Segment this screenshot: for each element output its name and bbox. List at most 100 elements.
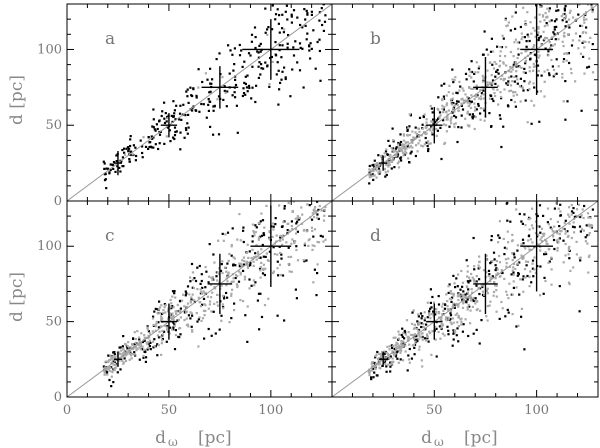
point-c-0 <box>116 371 119 374</box>
point-d-1 <box>572 221 575 224</box>
point-c-0 <box>199 292 202 295</box>
point-b-1 <box>545 37 549 40</box>
point-c-1 <box>279 234 282 237</box>
point-d-1 <box>466 306 469 309</box>
point-d-1 <box>540 227 544 230</box>
point-b-0 <box>384 150 388 153</box>
point-c-1 <box>321 191 323 193</box>
point-c-0 <box>242 269 245 272</box>
point-b-1 <box>470 87 473 90</box>
point-b-0 <box>538 120 541 123</box>
point-c-1 <box>201 317 205 320</box>
point-a-0 <box>187 113 190 116</box>
point-b-0 <box>524 71 527 74</box>
point-d-1 <box>413 324 416 327</box>
point-c-0 <box>276 260 279 263</box>
point-b-1 <box>520 66 523 69</box>
point-b-1 <box>546 15 549 18</box>
point-b-1 <box>483 119 486 122</box>
identity-line-d <box>332 201 598 397</box>
point-c-1 <box>279 239 282 242</box>
point-b-0 <box>456 92 459 95</box>
point-b-1 <box>562 1 564 3</box>
point-c-0 <box>312 235 315 238</box>
point-a-0 <box>187 101 190 104</box>
point-b-0 <box>391 147 395 150</box>
point-d-1 <box>420 336 423 339</box>
point-c-1 <box>309 197 311 199</box>
point-b-0 <box>442 95 445 98</box>
point-b-0 <box>517 53 520 56</box>
point-a-0 <box>112 167 115 170</box>
point-a-0 <box>115 160 118 163</box>
point-b-1 <box>587 41 591 44</box>
point-a-0 <box>320 7 323 10</box>
point-b-0 <box>398 143 401 146</box>
point-b-1 <box>445 124 448 127</box>
point-b-1 <box>583 21 586 24</box>
point-a-0 <box>212 109 215 112</box>
point-d-0 <box>573 179 575 181</box>
point-b-0 <box>529 52 532 55</box>
point-d-1 <box>540 236 543 239</box>
point-c-0 <box>237 280 241 283</box>
point-c-1 <box>253 284 256 287</box>
point-c-1 <box>236 284 239 287</box>
point-d-1 <box>479 309 482 312</box>
point-d-1 <box>472 278 476 281</box>
point-c-0 <box>262 233 266 237</box>
point-d-0 <box>507 311 510 314</box>
point-c-1 <box>311 248 314 251</box>
point-d-0 <box>489 262 492 265</box>
point-c-1 <box>142 354 145 358</box>
point-a-0 <box>121 156 124 159</box>
point-c-1 <box>302 259 305 262</box>
point-c-1 <box>196 288 199 291</box>
point-d-0 <box>527 235 530 238</box>
point-c-0 <box>198 264 201 268</box>
point-a-0 <box>212 133 215 136</box>
point-d-1 <box>485 315 488 318</box>
point-b-1 <box>537 69 540 73</box>
point-b-0 <box>545 22 548 25</box>
point-d-1 <box>506 293 509 296</box>
point-d-0 <box>581 197 583 199</box>
point-b-1 <box>473 98 476 101</box>
point-c-0 <box>283 319 286 322</box>
point-d-0 <box>578 310 581 313</box>
point-d-1 <box>435 308 438 311</box>
point-c-1 <box>174 296 177 299</box>
point-d-0 <box>406 369 409 372</box>
point-b-0 <box>555 72 558 75</box>
point-d-1 <box>426 301 429 304</box>
point-b-0 <box>492 99 495 103</box>
point-c-1 <box>159 325 162 328</box>
point-c-1 <box>112 363 115 366</box>
point-c-1 <box>287 201 290 205</box>
point-c-1 <box>252 264 255 267</box>
point-d-0 <box>475 280 478 283</box>
point-c-1 <box>122 361 126 364</box>
point-c-1 <box>306 152 308 154</box>
point-d-1 <box>417 322 420 325</box>
point-d-1 <box>552 234 555 237</box>
point-c-0 <box>249 261 252 265</box>
point-c-1 <box>260 248 263 251</box>
point-b-1 <box>490 74 493 77</box>
point-d-1 <box>568 215 571 218</box>
point-d-1 <box>570 236 573 240</box>
point-a-0 <box>123 151 126 154</box>
point-b-1 <box>493 92 496 95</box>
point-c-1 <box>251 223 254 226</box>
point-c-1 <box>107 367 110 370</box>
point-b-1 <box>404 150 407 153</box>
point-b-0 <box>422 115 425 119</box>
point-a-0 <box>109 163 112 166</box>
point-d-1 <box>505 247 508 250</box>
point-d-1 <box>536 225 540 228</box>
point-c-0 <box>144 360 147 363</box>
point-a-0 <box>134 159 137 162</box>
point-c-1 <box>230 245 233 248</box>
point-b-1 <box>454 76 457 79</box>
